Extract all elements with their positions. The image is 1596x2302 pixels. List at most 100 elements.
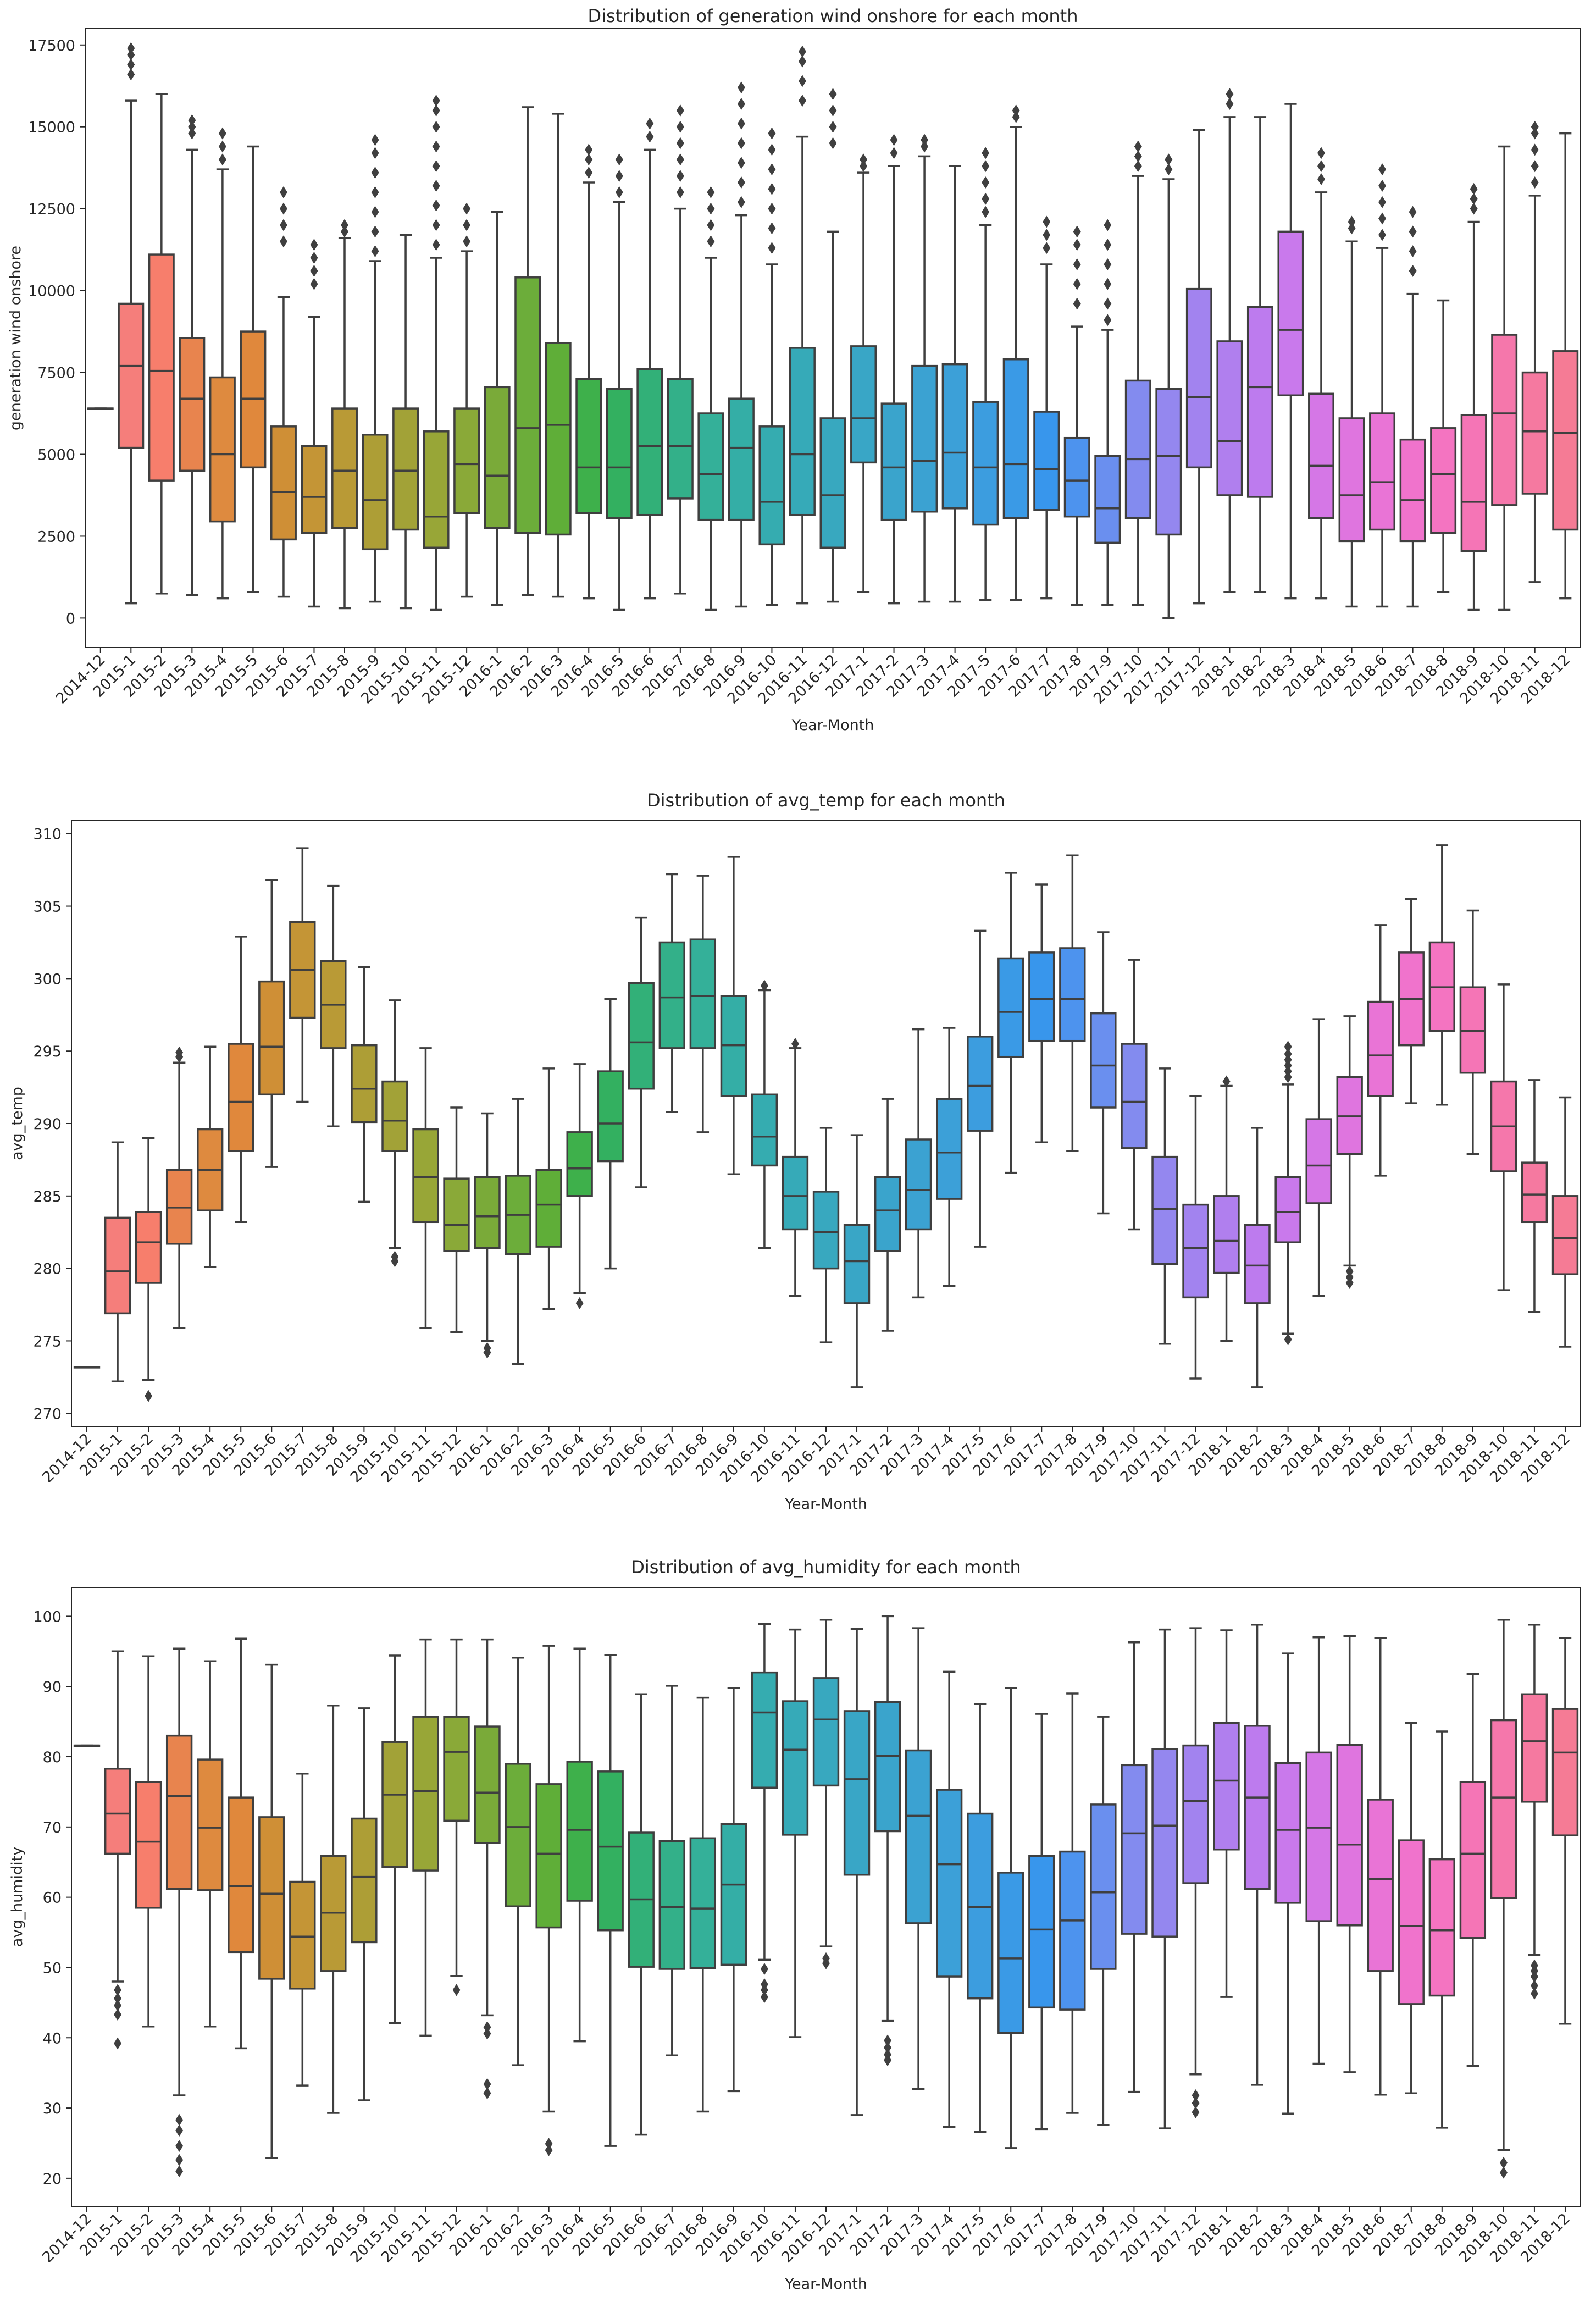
- box-iqr: [1338, 417, 1365, 543]
- box-2018-6: [1367, 1637, 1394, 2096]
- outlier-point: [483, 1342, 491, 1354]
- box-iqr: [1305, 1118, 1332, 1204]
- box-iqr: [423, 430, 450, 549]
- outlier-point: [884, 2034, 892, 2047]
- outlier-point: [371, 225, 379, 238]
- box-iqr: [1002, 358, 1029, 519]
- box-2015-9: [351, 1707, 378, 2101]
- box-2015-8: [331, 219, 358, 610]
- box-2018-7: [1398, 898, 1425, 1104]
- box-2018-8: [1428, 1730, 1455, 2129]
- outlier-point: [737, 137, 745, 150]
- box-iqr: [104, 1767, 131, 1855]
- box-iqr: [209, 376, 236, 523]
- y-tick-label: 70: [43, 1819, 62, 1836]
- outlier-point: [483, 2078, 491, 2090]
- box-2016-7: [658, 1685, 685, 2056]
- box-2018-6: [1367, 924, 1394, 1177]
- outlier-point: [371, 134, 379, 146]
- box-iqr: [850, 345, 877, 464]
- box-iqr: [535, 1783, 562, 1929]
- outlier-point: [114, 1999, 122, 2012]
- box-iqr: [566, 1761, 593, 1902]
- box-iqr: [819, 417, 846, 549]
- box-2017-12: [1185, 129, 1212, 605]
- y-axis-label: generation wind onshore: [7, 246, 24, 430]
- box-iqr: [258, 1816, 285, 1980]
- outlier-point: [884, 2041, 892, 2054]
- box-iqr: [1244, 1224, 1271, 1304]
- box-iqr: [1305, 1751, 1332, 1922]
- box-iqr: [1399, 438, 1426, 543]
- y-tick-label: 5000: [37, 446, 75, 463]
- outlier-point: [1378, 229, 1387, 241]
- box-iqr: [135, 1781, 162, 1909]
- outlier-point: [860, 153, 868, 166]
- box-iqr: [1274, 1762, 1301, 1904]
- box-iqr: [658, 1840, 685, 1970]
- box-2015-3: [165, 1647, 193, 2178]
- box-2017-6: [1002, 104, 1029, 601]
- outlier-point: [737, 98, 745, 110]
- box-iqr: [453, 407, 480, 514]
- outlier-point: [1165, 153, 1173, 166]
- outlier-point: [114, 2037, 122, 2050]
- outlier-point: [310, 278, 318, 290]
- box-iqr: [514, 276, 541, 534]
- outlier-point: [218, 153, 226, 166]
- box-2015-3: [179, 114, 206, 596]
- box-2016-12: [819, 88, 846, 603]
- outlier-point: [737, 157, 745, 169]
- box-iqr: [1182, 1744, 1209, 1884]
- outlier-point: [341, 219, 349, 231]
- box-2017-3: [905, 1028, 932, 1299]
- outlier-point: [615, 170, 623, 182]
- outlier-point: [371, 167, 379, 179]
- box-iqr: [1063, 436, 1090, 518]
- box-2017-5: [967, 929, 994, 1248]
- outlier-point: [1317, 160, 1325, 173]
- box-2017-3: [905, 1627, 932, 2090]
- box-2016-5: [606, 153, 633, 611]
- outlier-point: [1348, 222, 1356, 235]
- outlier-point: [1012, 110, 1020, 123]
- box-2015-4: [197, 1045, 224, 1268]
- outlier-point: [737, 117, 745, 130]
- y-tick-label: 12500: [28, 201, 75, 218]
- box-iqr: [967, 1812, 994, 2000]
- box-2016-11: [782, 1038, 809, 1297]
- box-2017-10: [1121, 1641, 1148, 2093]
- outlier-point: [279, 186, 287, 198]
- box-iqr: [658, 941, 685, 1049]
- box-2015-5: [240, 145, 267, 593]
- box-2017-7: [1033, 215, 1060, 600]
- box-2018-5: [1336, 1635, 1363, 2073]
- box-2018-4: [1308, 147, 1334, 600]
- box-2017-11: [1151, 1067, 1178, 1345]
- box-iqr: [118, 302, 145, 449]
- box-2018-6: [1369, 163, 1396, 608]
- box-2018-12: [1551, 1096, 1579, 1348]
- outlier-point: [1499, 2156, 1508, 2169]
- outlier-point: [1409, 264, 1417, 277]
- outlier-point: [1530, 1979, 1538, 1992]
- box-2016-9: [728, 81, 755, 608]
- box-2018-9: [1459, 909, 1487, 1155]
- box-2016-3: [535, 1067, 562, 1310]
- box-2016-12: [812, 1127, 840, 1343]
- outlier-point: [768, 163, 776, 176]
- box-iqr: [1090, 1012, 1117, 1109]
- box-2018-2: [1246, 116, 1273, 593]
- box-iqr: [751, 1671, 778, 1789]
- outlier-point: [829, 104, 837, 117]
- box-2017-9: [1094, 219, 1121, 606]
- box-2017-1: [850, 153, 877, 593]
- box-2018-8: [1428, 844, 1455, 1106]
- box-2017-7: [1028, 883, 1055, 1144]
- box-2015-6: [258, 879, 285, 1168]
- outlier-point: [310, 264, 318, 277]
- box-iqr: [997, 957, 1024, 1058]
- chart-panel-1: Distribution of generation wind onshore …: [7, 5, 1581, 734]
- box-2017-5: [972, 147, 999, 601]
- outlier-point: [463, 202, 471, 215]
